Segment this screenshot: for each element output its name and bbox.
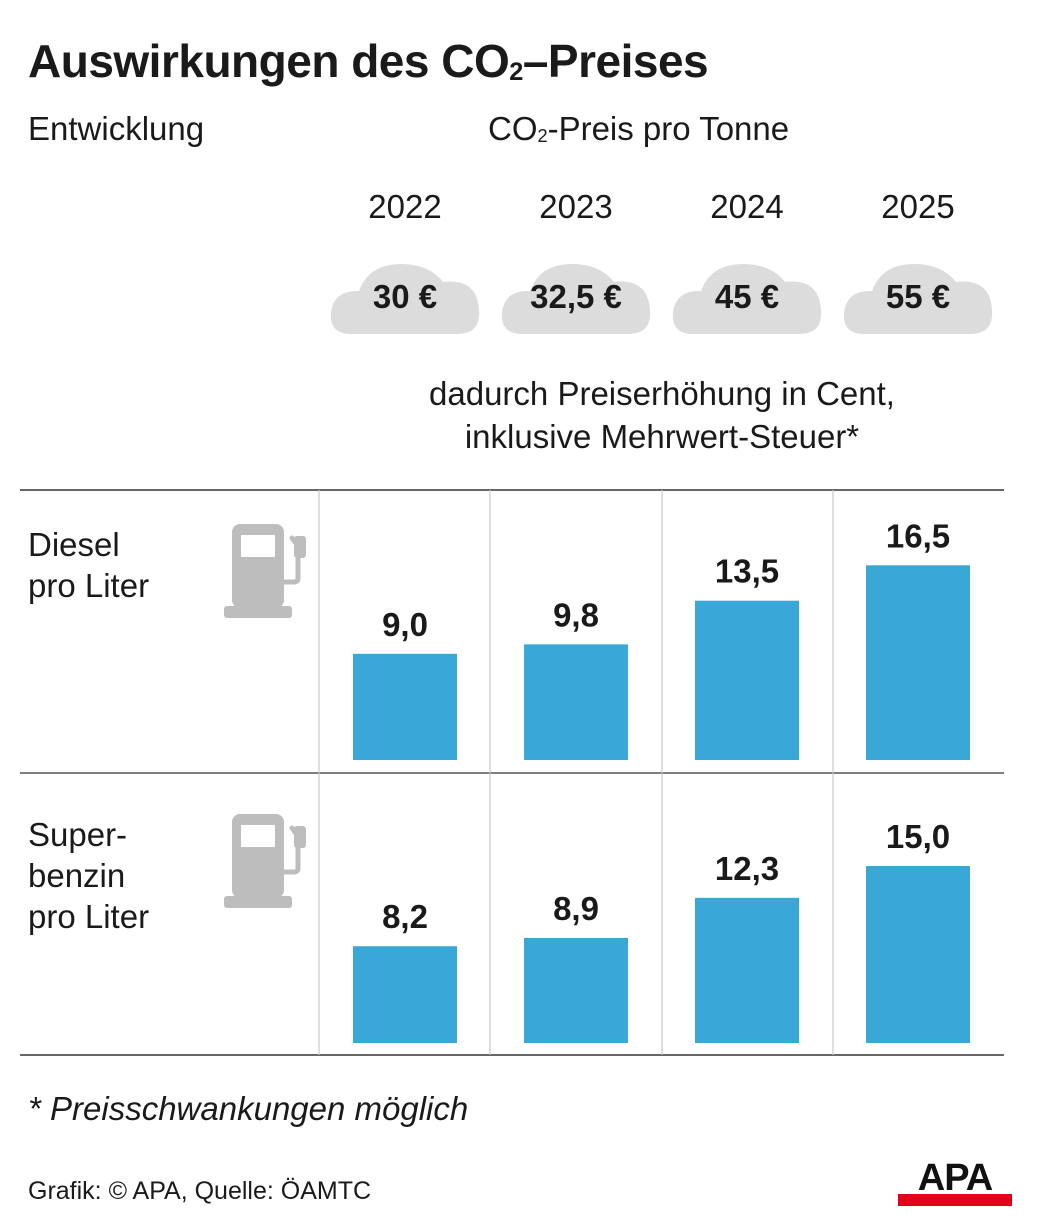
co2-price-cloud-2025: 55 € [838,252,998,340]
section-label: Entwicklung [28,110,205,147]
footnote: * Preisschwankungen möglich [28,1090,469,1127]
svg-text:APA: APA [918,1157,993,1199]
row-label-line: Diesel [28,526,120,563]
bar-value-label-diesel-2025: 16,5 [886,517,950,554]
co2-price-cloud-2023: 32,5 € [496,252,656,340]
cloud-icon [672,264,822,334]
bar-diesel-2025 [866,565,970,760]
fuel-pump-icon [224,814,306,908]
cloud-icon [843,264,993,334]
cloud-icon [330,264,480,334]
bar-diesel-2023 [524,644,628,760]
note-line-1: dadurch Preiserhöhung in Cent, [429,375,895,412]
bar-superbenzin-2025 [866,866,970,1043]
bar-superbenzin-2024 [695,897,799,1043]
bar-value-label-superbenzin-2023: 8,9 [553,890,599,927]
year-label-2023: 2023 [539,188,613,225]
bar-value-label-diesel-2022: 9,0 [382,606,428,643]
bar-diesel-2022 [353,653,457,760]
bar-value-label-superbenzin-2025: 15,0 [886,818,950,855]
row-label-diesel: Diesel pro Liter [28,524,149,606]
chart-title: Auswirkungen des CO2–Preises [28,35,709,87]
cloud-icon [501,264,651,334]
bar-value-label-diesel-2023: 9,8 [553,596,599,633]
bar-value-label-superbenzin-2024: 12,3 [715,850,779,887]
bar-value-label-superbenzin-2022: 8,2 [382,898,428,935]
row-label-line: benzin [28,857,126,894]
year-label-2022: 2022 [368,188,442,225]
co2-price-cloud-2022: 30 € [325,252,485,340]
bar-superbenzin-2022 [353,946,457,1043]
co2-price-value: 55 € [885,278,951,315]
apa-logo: APA [898,1157,1012,1206]
co2-price-value: 32,5 € [530,278,622,315]
bar-value-label-diesel-2024: 13,5 [715,553,779,590]
row-label-line: Super- [28,816,128,853]
row-label-line: pro Liter [28,567,150,604]
co2-price-value: 45 € [714,278,780,315]
note-line-2: inklusive Mehrwert-Steuer* [464,418,860,455]
year-label-2025: 2025 [881,188,955,225]
bars-layer: 9,0 9,8 13,5 16,5 8,2 8,9 12,3 15,0 [353,517,970,1043]
bar-diesel-2024 [695,600,799,760]
row-label-superbenzin: Super- benzin pro Liter [28,814,149,937]
year-label-2024: 2024 [710,188,784,225]
co2-price-cloud-2024: 45 € [667,252,827,340]
bar-superbenzin-2023 [524,937,628,1043]
co2-price-value: 30 € [372,278,438,315]
row-label-line: pro Liter [28,898,150,935]
price-increase-note: dadurch Preiserhöhung in Cent, inklusive… [330,372,994,458]
source-credit: Grafik: © APA, Quelle: ÖAMTC [28,1177,372,1205]
fuel-pump-icon [224,524,306,618]
co2-price-header: CO2-Preis pro Tonne [488,110,790,147]
